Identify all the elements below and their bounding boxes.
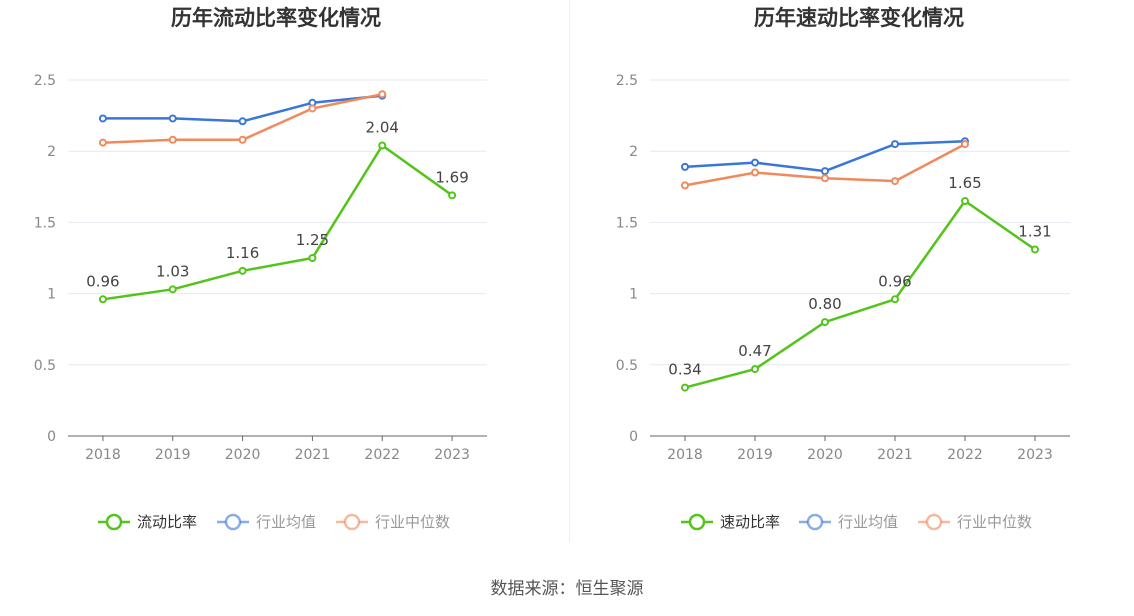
data-point — [751, 168, 759, 177]
data-point — [681, 181, 689, 190]
series-line — [684, 199, 1036, 389]
legend-label: 行业中位数 — [375, 513, 450, 531]
data-point — [98, 114, 107, 123]
data-label: 0.34 — [668, 361, 701, 379]
data-point — [238, 117, 247, 126]
data-point — [751, 158, 759, 167]
data-point — [168, 135, 177, 144]
legend-marker — [688, 513, 706, 531]
legend-marker — [105, 513, 123, 531]
data-label: 1.69 — [435, 168, 468, 186]
data-point — [891, 177, 899, 186]
x-tick-label: 2020 — [225, 447, 261, 463]
data-point — [448, 191, 457, 200]
data-point — [821, 174, 829, 183]
data-point — [961, 140, 969, 149]
data-label: 1.31 — [1018, 222, 1051, 240]
x-tick-label: 2020 — [807, 447, 843, 463]
legend-marker — [806, 513, 824, 531]
data-point — [891, 140, 899, 149]
data-label: 0.80 — [808, 295, 841, 313]
data-point — [961, 197, 969, 206]
y-tick-label: 1 — [629, 287, 638, 303]
y-tick-label: 0.5 — [34, 358, 56, 374]
data-point — [308, 254, 317, 262]
data-label: 2.04 — [366, 119, 399, 137]
y-tick-label: 1 — [47, 287, 56, 303]
data-point — [891, 295, 899, 304]
data-label: 1.03 — [156, 262, 189, 280]
data-point — [378, 90, 387, 99]
legend-marker — [343, 513, 361, 531]
x-tick-label: 2021 — [295, 447, 331, 463]
y-tick-label: 2.5 — [34, 73, 56, 89]
x-tick-label: 2022 — [947, 447, 983, 463]
data-point — [681, 383, 689, 392]
data-label: 0.96 — [878, 272, 911, 290]
data-source-note: 数据来源：恒生聚源 — [490, 579, 644, 599]
x-tick-label: 2021 — [877, 447, 913, 463]
legend-label: 行业均值 — [256, 513, 316, 531]
y-tick-label: 1.5 — [34, 215, 56, 231]
legend-marker — [224, 513, 242, 531]
y-tick-label: 1.5 — [616, 215, 638, 231]
data-point — [681, 162, 689, 171]
chart-title: 历年流动比率变化情况 — [171, 6, 381, 30]
y-tick-label: 0 — [629, 429, 638, 445]
panel-divider — [569, 0, 570, 542]
data-label: 0.96 — [86, 272, 119, 290]
x-tick-label: 2019 — [737, 447, 773, 463]
data-point — [238, 266, 247, 275]
legend-label: 速动比率 — [720, 513, 780, 531]
x-tick-label: 2022 — [364, 447, 400, 463]
data-label: 0.47 — [738, 342, 771, 360]
data-point — [821, 318, 829, 327]
data-label: 1.16 — [226, 244, 259, 262]
data-point — [168, 114, 177, 123]
chart-title: 历年速动比率变化情况 — [754, 6, 964, 30]
series-line — [102, 144, 453, 301]
x-tick-label: 2019 — [155, 447, 191, 463]
x-tick-label: 2023 — [1017, 447, 1053, 463]
data-point — [98, 138, 107, 147]
data-point — [308, 104, 317, 113]
y-tick-label: 0 — [47, 429, 56, 445]
data-point — [1031, 245, 1039, 254]
legend-label: 行业均值 — [838, 513, 898, 531]
data-point — [378, 141, 387, 150]
y-tick-label: 2 — [629, 144, 638, 160]
y-tick-label: 2.5 — [616, 73, 638, 89]
data-point — [98, 295, 107, 304]
x-tick-label: 2018 — [85, 447, 121, 463]
x-tick-label: 2023 — [434, 447, 470, 463]
legend-marker — [925, 513, 943, 531]
x-tick-label: 2018 — [667, 447, 703, 463]
legend-label: 流动比率 — [137, 513, 197, 531]
data-label: 1.65 — [948, 174, 981, 192]
data-point — [751, 365, 759, 374]
y-tick-label: 2 — [47, 144, 56, 160]
legend-label: 行业中位数 — [957, 513, 1032, 531]
data-point — [168, 285, 177, 294]
y-tick-label: 0.5 — [616, 358, 638, 374]
data-label: 1.25 — [296, 231, 329, 249]
data-point — [821, 167, 829, 176]
data-point — [238, 135, 247, 144]
